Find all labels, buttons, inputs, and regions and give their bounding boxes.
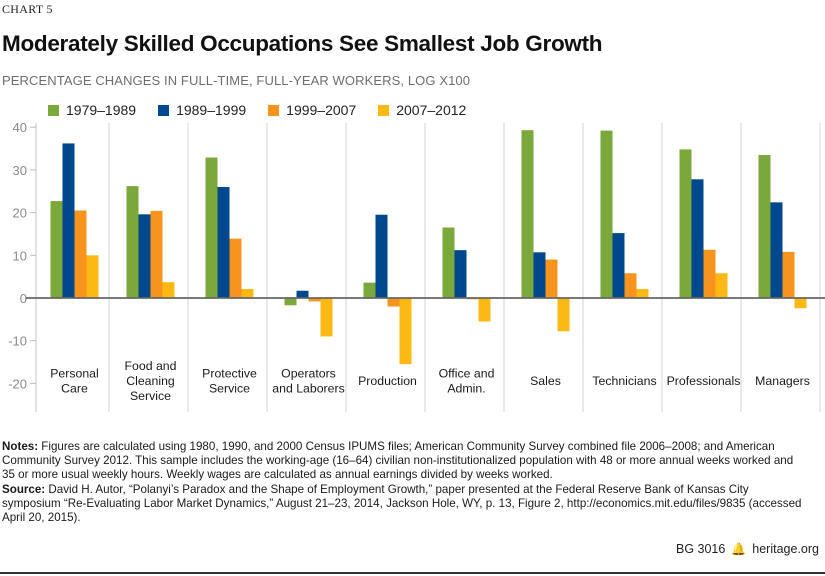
bar	[284, 298, 297, 306]
bar	[62, 143, 75, 298]
bar	[363, 282, 376, 298]
bar	[86, 255, 99, 298]
y-tick-label: 30	[13, 163, 27, 178]
chart-subtitle: PERCENTAGE CHANGES IN FULL-TIME, FULL-YE…	[2, 73, 471, 88]
bar	[308, 298, 321, 302]
source-text: David H. Autor, “Polanyi’s Paradox and t…	[2, 482, 802, 525]
legend-label: 1999–2007	[286, 102, 357, 118]
bar	[241, 289, 254, 298]
notes-text: Figures are calculated using 1980, 1990,…	[2, 440, 794, 482]
chart-title: Moderately Skilled Occupations See Small…	[2, 31, 603, 56]
category-label: Protective	[202, 367, 257, 381]
bar	[600, 130, 613, 298]
bar	[217, 186, 230, 298]
bar	[782, 251, 795, 298]
bar	[442, 227, 455, 298]
y-tick-label: 0	[20, 291, 27, 306]
category-label: Technicians	[592, 374, 656, 388]
bar	[679, 149, 692, 298]
category-label: Food and	[125, 359, 177, 373]
bar	[320, 298, 333, 337]
liberty-bell-icon: 🔔	[731, 542, 747, 556]
bar	[454, 250, 467, 298]
category-label: Professionals	[667, 374, 741, 388]
legend-label: 1989–1999	[176, 102, 247, 118]
bar	[533, 252, 546, 298]
bottom-rule	[0, 572, 825, 574]
chart-kicker: CHART 5	[2, 2, 53, 16]
category-label: Managers	[755, 374, 810, 388]
footer: BG 3016 🔔 heritage.org	[676, 542, 819, 556]
y-tick-label: 10	[13, 248, 27, 263]
site-name: heritage.org	[752, 542, 819, 556]
y-tick-label: -20	[8, 376, 27, 391]
bar	[612, 233, 625, 298]
y-tick-label: 40	[13, 120, 27, 135]
bar	[205, 157, 218, 298]
bar	[150, 210, 163, 298]
legend-swatch	[48, 104, 59, 116]
category-label: Care	[61, 382, 88, 396]
bar	[399, 298, 412, 365]
category-label: Sales	[530, 374, 561, 388]
legend-label: 1979–1989	[66, 102, 137, 118]
source-paragraph: Source: David H. Autor, “Polanyi’s Parad…	[2, 483, 802, 526]
source-label: Source:	[2, 482, 46, 496]
category-label: Cleaning	[126, 374, 175, 388]
bar	[478, 298, 491, 322]
legend-item: 1979–1989	[48, 102, 136, 118]
y-tick-label: -10	[8, 334, 27, 349]
bar	[296, 290, 309, 298]
category-label: Production	[358, 374, 417, 388]
bar	[624, 273, 637, 298]
bar	[50, 201, 63, 298]
category-label: Service	[209, 382, 250, 396]
category-label: Office and	[439, 367, 495, 381]
legend-item: 2007–2012	[378, 102, 466, 118]
notes-paragraph: Notes: Figures are calculated using 1980…	[2, 440, 802, 483]
notes-label: Notes:	[2, 440, 39, 453]
legend-swatch	[268, 104, 280, 116]
y-tick-label: 20	[13, 206, 27, 221]
bar	[229, 238, 242, 298]
bar	[758, 154, 771, 298]
category-label: Operators	[281, 367, 336, 381]
bar	[74, 210, 87, 298]
bar	[521, 130, 534, 298]
bar	[545, 259, 558, 298]
bar	[375, 214, 388, 298]
bar	[715, 273, 728, 298]
bar	[636, 289, 649, 298]
legend-label: 2007–2012	[396, 102, 467, 118]
legend: 1979–1989 1989–1999 1999–2007 2007–2012	[48, 102, 466, 118]
legend-item: 1999–2007	[268, 102, 356, 118]
legend-item: 1989–1999	[158, 102, 246, 118]
bar	[138, 214, 151, 298]
legend-swatch	[158, 104, 170, 116]
notes-block: Notes: Figures are calculated using 1980…	[2, 440, 802, 525]
legend-swatch	[378, 104, 390, 116]
bar	[387, 298, 400, 307]
bar	[162, 282, 175, 298]
bar	[703, 249, 716, 298]
category-label: and Laborers	[272, 382, 344, 396]
bar	[691, 179, 704, 298]
category-label: Personal	[50, 367, 99, 381]
bar	[126, 186, 139, 298]
bar	[557, 298, 570, 332]
category-label: Service	[130, 389, 171, 403]
category-label: Admin.	[447, 382, 485, 396]
bar	[770, 202, 783, 298]
bar	[794, 298, 807, 309]
doc-id: BG 3016	[675, 542, 726, 556]
